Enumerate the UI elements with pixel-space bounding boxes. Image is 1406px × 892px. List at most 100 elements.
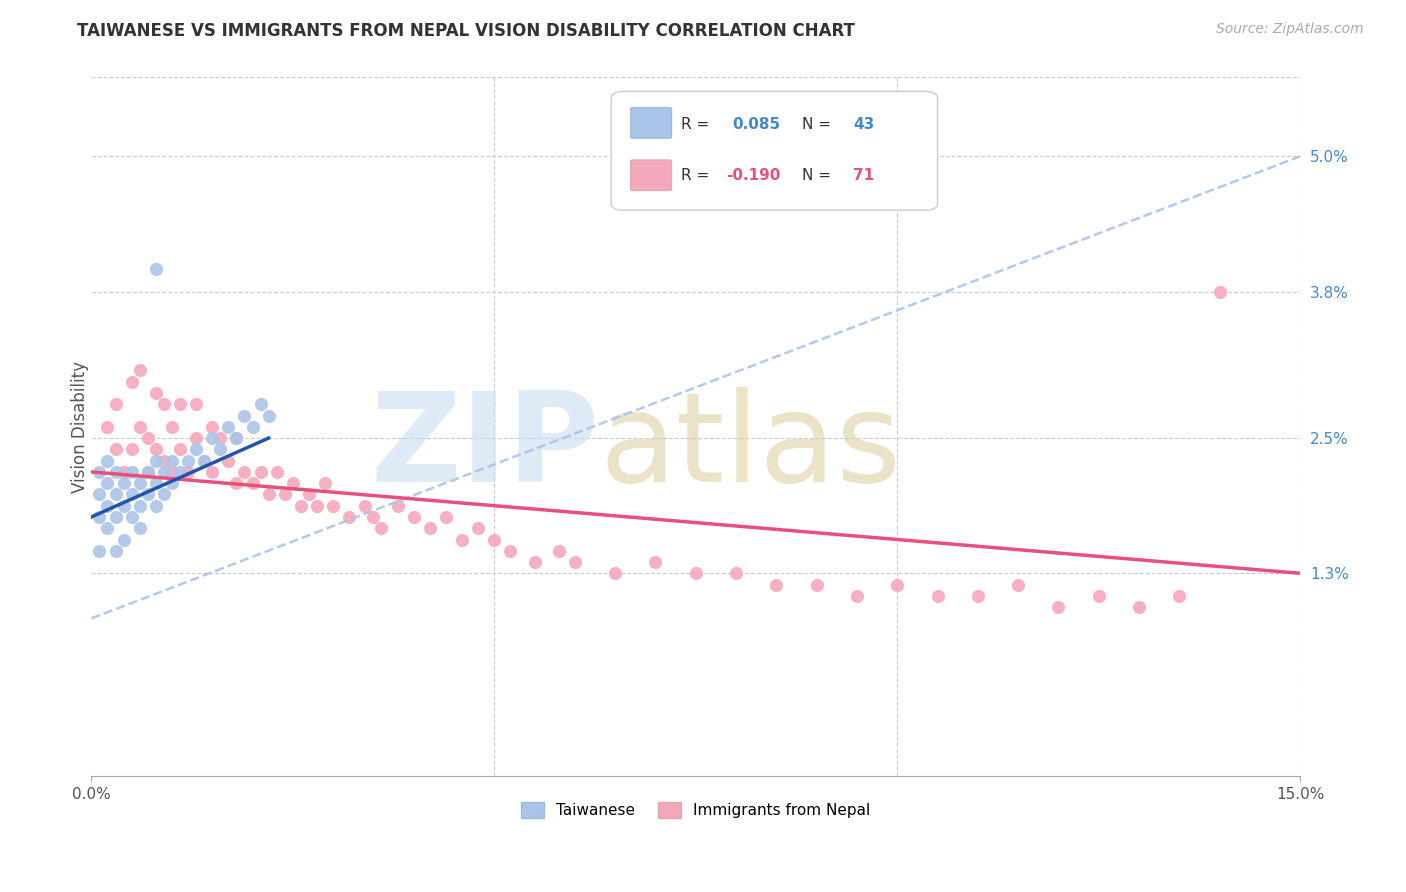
Point <box>112 465 135 479</box>
Point <box>387 499 409 513</box>
Text: TAIWANESE VS IMMIGRANTS FROM NEPAL VISION DISABILITY CORRELATION CHART: TAIWANESE VS IMMIGRANTS FROM NEPAL VISIO… <box>77 22 855 40</box>
Text: atlas: atlas <box>599 387 901 508</box>
Point <box>966 589 988 603</box>
Point <box>136 465 159 479</box>
Point <box>169 397 191 411</box>
Point <box>160 465 183 479</box>
Point <box>201 419 224 434</box>
Text: 71: 71 <box>853 168 875 183</box>
Text: -0.190: -0.190 <box>725 168 780 183</box>
Point <box>1087 589 1109 603</box>
FancyBboxPatch shape <box>630 107 672 138</box>
Point <box>145 442 167 457</box>
Point <box>249 465 271 479</box>
Point <box>96 499 118 513</box>
Text: R =: R = <box>682 118 714 132</box>
Point <box>564 555 586 569</box>
Point <box>233 465 256 479</box>
Point <box>184 442 207 457</box>
Point <box>128 521 150 535</box>
Point <box>96 476 118 491</box>
Point <box>242 419 264 434</box>
Point <box>128 419 150 434</box>
Point <box>121 375 143 389</box>
Point <box>886 577 908 591</box>
Point <box>145 453 167 467</box>
Text: 0.085: 0.085 <box>733 118 780 132</box>
Point <box>846 589 869 603</box>
Point <box>765 577 787 591</box>
Point <box>145 386 167 401</box>
Point <box>305 499 328 513</box>
Point <box>89 465 111 479</box>
Point <box>104 465 127 479</box>
Point <box>136 487 159 501</box>
Point <box>104 543 127 558</box>
Point <box>249 397 271 411</box>
Point <box>290 499 312 513</box>
Point <box>169 465 191 479</box>
Point <box>806 577 828 591</box>
Point <box>484 533 506 547</box>
Point <box>153 465 176 479</box>
Point <box>193 453 215 467</box>
Point <box>160 419 183 434</box>
Point <box>314 476 336 491</box>
Legend: Taiwanese, Immigrants from Nepal: Taiwanese, Immigrants from Nepal <box>515 797 876 824</box>
Point <box>177 453 200 467</box>
Text: N =: N = <box>803 168 837 183</box>
Point <box>1128 600 1150 615</box>
Point <box>685 566 707 581</box>
Point <box>169 442 191 457</box>
Point <box>1168 589 1191 603</box>
Point <box>184 397 207 411</box>
Point <box>121 442 143 457</box>
Point <box>1047 600 1070 615</box>
Point <box>89 510 111 524</box>
Point <box>363 510 385 524</box>
Text: ZIP: ZIP <box>370 387 599 508</box>
Point <box>1007 577 1029 591</box>
Point <box>160 453 183 467</box>
Point <box>927 589 949 603</box>
Point <box>217 453 239 467</box>
Point <box>145 499 167 513</box>
Point <box>257 487 280 501</box>
Point <box>145 262 167 277</box>
Point <box>274 487 297 501</box>
Point <box>89 543 111 558</box>
Text: N =: N = <box>803 118 837 132</box>
Point <box>112 476 135 491</box>
Point <box>402 510 425 524</box>
Point <box>136 431 159 445</box>
Point <box>644 555 666 569</box>
Point <box>104 397 127 411</box>
Point <box>89 487 111 501</box>
Point <box>128 363 150 377</box>
Point <box>128 499 150 513</box>
Point <box>136 465 159 479</box>
Text: Source: ZipAtlas.com: Source: ZipAtlas.com <box>1216 22 1364 37</box>
Point <box>160 476 183 491</box>
Point <box>281 476 304 491</box>
Point <box>225 476 247 491</box>
Point <box>201 465 224 479</box>
FancyBboxPatch shape <box>612 91 938 211</box>
Point <box>177 465 200 479</box>
Point <box>499 543 522 558</box>
Point <box>257 409 280 423</box>
Point <box>121 465 143 479</box>
Point <box>434 510 457 524</box>
Point <box>96 521 118 535</box>
Point <box>112 533 135 547</box>
Text: 43: 43 <box>853 118 875 132</box>
FancyBboxPatch shape <box>630 160 672 191</box>
Point <box>153 397 176 411</box>
Point <box>104 510 127 524</box>
Point <box>225 431 247 445</box>
Point <box>104 442 127 457</box>
Point <box>121 510 143 524</box>
Point <box>217 419 239 434</box>
Y-axis label: Vision Disability: Vision Disability <box>72 360 89 492</box>
Point <box>547 543 569 558</box>
